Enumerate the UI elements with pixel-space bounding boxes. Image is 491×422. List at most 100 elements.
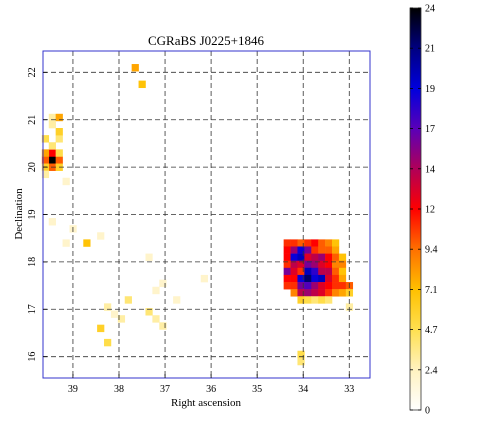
heatmap-cell: [297, 246, 305, 254]
heatmap-cell: [297, 267, 305, 276]
heatmap-cell: [62, 239, 70, 247]
heatmap-cell: [152, 286, 160, 295]
heatmap-cells: [41, 64, 354, 366]
heatmap-cell: [55, 113, 63, 122]
heatmap-cell: [55, 128, 63, 136]
heatmap-cell: [311, 274, 319, 283]
heatmap-cell: [173, 296, 181, 304]
heatmap-cell: [55, 135, 63, 143]
heatmap-cell: [304, 282, 312, 290]
heatmap-cell: [304, 267, 312, 276]
colorbar-tick-label: 9.4: [425, 245, 438, 256]
y-tick-label: 17: [27, 304, 38, 314]
colorbar-tick-label: 12: [425, 205, 435, 216]
y-tick-label: 20: [27, 162, 38, 172]
heatmap-cell: [297, 296, 305, 304]
heatmap-cell: [290, 253, 298, 262]
heatmap-cell: [332, 253, 340, 262]
heatmap-cell: [110, 310, 119, 318]
heatmap-cell: [297, 289, 305, 297]
x-tick-label: 37: [160, 384, 170, 395]
heatmap-cell: [290, 282, 298, 290]
heatmap-cell: [338, 253, 347, 262]
heatmap-cell: [318, 282, 326, 290]
heatmap-cell: [283, 239, 291, 247]
y-tick-label: 19: [27, 210, 38, 220]
heatmap-cell: [48, 149, 56, 157]
heatmap-cell: [48, 156, 56, 164]
colorbar-tick-label: 0: [425, 406, 430, 417]
heatmap-cell: [332, 246, 340, 254]
heatmap-cell: [124, 296, 132, 304]
heatmap-cell: [338, 274, 347, 283]
heatmap-cell: [290, 289, 298, 297]
heatmap-cell: [159, 322, 167, 330]
heatmap-cell: [304, 239, 312, 247]
heatmap-cell: [283, 282, 291, 290]
heatmap-cell: [55, 156, 63, 164]
heatmap-cell: [117, 315, 126, 323]
heatmap-cell: [311, 282, 319, 290]
heatmap-cell: [297, 357, 305, 366]
x-tick-label: 38: [114, 384, 124, 395]
heatmap-cell: [304, 260, 312, 269]
heatmap-cell: [138, 80, 146, 89]
x-tick-label: 35: [252, 384, 262, 395]
heatmap-cell: [318, 296, 326, 304]
heatmap-cell: [332, 282, 340, 290]
x-tick-label: 39: [68, 384, 78, 395]
colorbar-tick-label: 19: [425, 84, 435, 95]
heatmap-cell: [97, 324, 105, 333]
heatmap-cell: [283, 246, 291, 254]
grid-lines: [43, 51, 370, 378]
heatmap-cell: [338, 267, 347, 276]
heatmap-cell: [304, 274, 312, 283]
heatmap-cell: [332, 260, 340, 269]
heatmap-cell: [304, 296, 312, 304]
heatmap-cell: [304, 289, 312, 297]
heatmap-cell: [48, 120, 56, 129]
heatmap-cell: [318, 260, 326, 269]
colorbar-tick-label: 21: [425, 44, 435, 55]
heatmap-cell: [48, 218, 56, 226]
heatmap-cell: [55, 149, 63, 157]
heatmap-cell: [159, 279, 167, 288]
y-tick-label: 21: [27, 115, 38, 125]
x-axis-ticks: 39 38 37 36 35 34 33: [68, 374, 354, 395]
heatmap-cell: [332, 267, 340, 276]
heatmap-cell: [318, 267, 326, 276]
x-tick-label: 36: [206, 384, 216, 395]
heatmap-cell: [311, 239, 319, 247]
heatmap-cell: [332, 274, 340, 283]
x-axis-label: Right ascension: [171, 397, 241, 409]
heatmap-cell: [200, 274, 208, 283]
colorbar-tick-label: 24: [425, 4, 435, 15]
heatmap-cell: [83, 239, 91, 247]
heatmap-cell: [311, 296, 319, 304]
heatmap-cell: [338, 282, 347, 290]
heatmap-cell: [97, 232, 105, 240]
x-tick-label: 34: [298, 384, 308, 395]
heatmap-cell: [311, 289, 319, 297]
heatmap-cell: [297, 274, 305, 283]
colorbar-tick-label: 7.1: [425, 285, 438, 296]
heatmap-cell: [297, 260, 305, 269]
heatmap-cell: [290, 267, 298, 276]
heatmap-cell: [325, 282, 333, 290]
chart-title: CGRaBS J0225+1846: [148, 33, 265, 48]
heatmap-cell: [62, 177, 70, 186]
heatmap-cell: [290, 260, 298, 269]
heatmap-cell: [283, 260, 291, 269]
heatmap-cell: [48, 113, 56, 122]
heatmap-cell: [41, 149, 50, 157]
heatmap-cell: [104, 338, 112, 347]
y-axis-ticks: 16 17 18 19 20 21 22: [27, 67, 47, 362]
heatmap-cell: [297, 253, 305, 262]
heatmap-cell: [325, 260, 333, 269]
heatmap-cell: [318, 246, 326, 254]
colorbar-tick-label: 14: [425, 164, 435, 175]
heatmap-cell: [332, 239, 340, 247]
heatmap-cell: [311, 246, 319, 254]
heatmap-cell: [283, 267, 291, 276]
